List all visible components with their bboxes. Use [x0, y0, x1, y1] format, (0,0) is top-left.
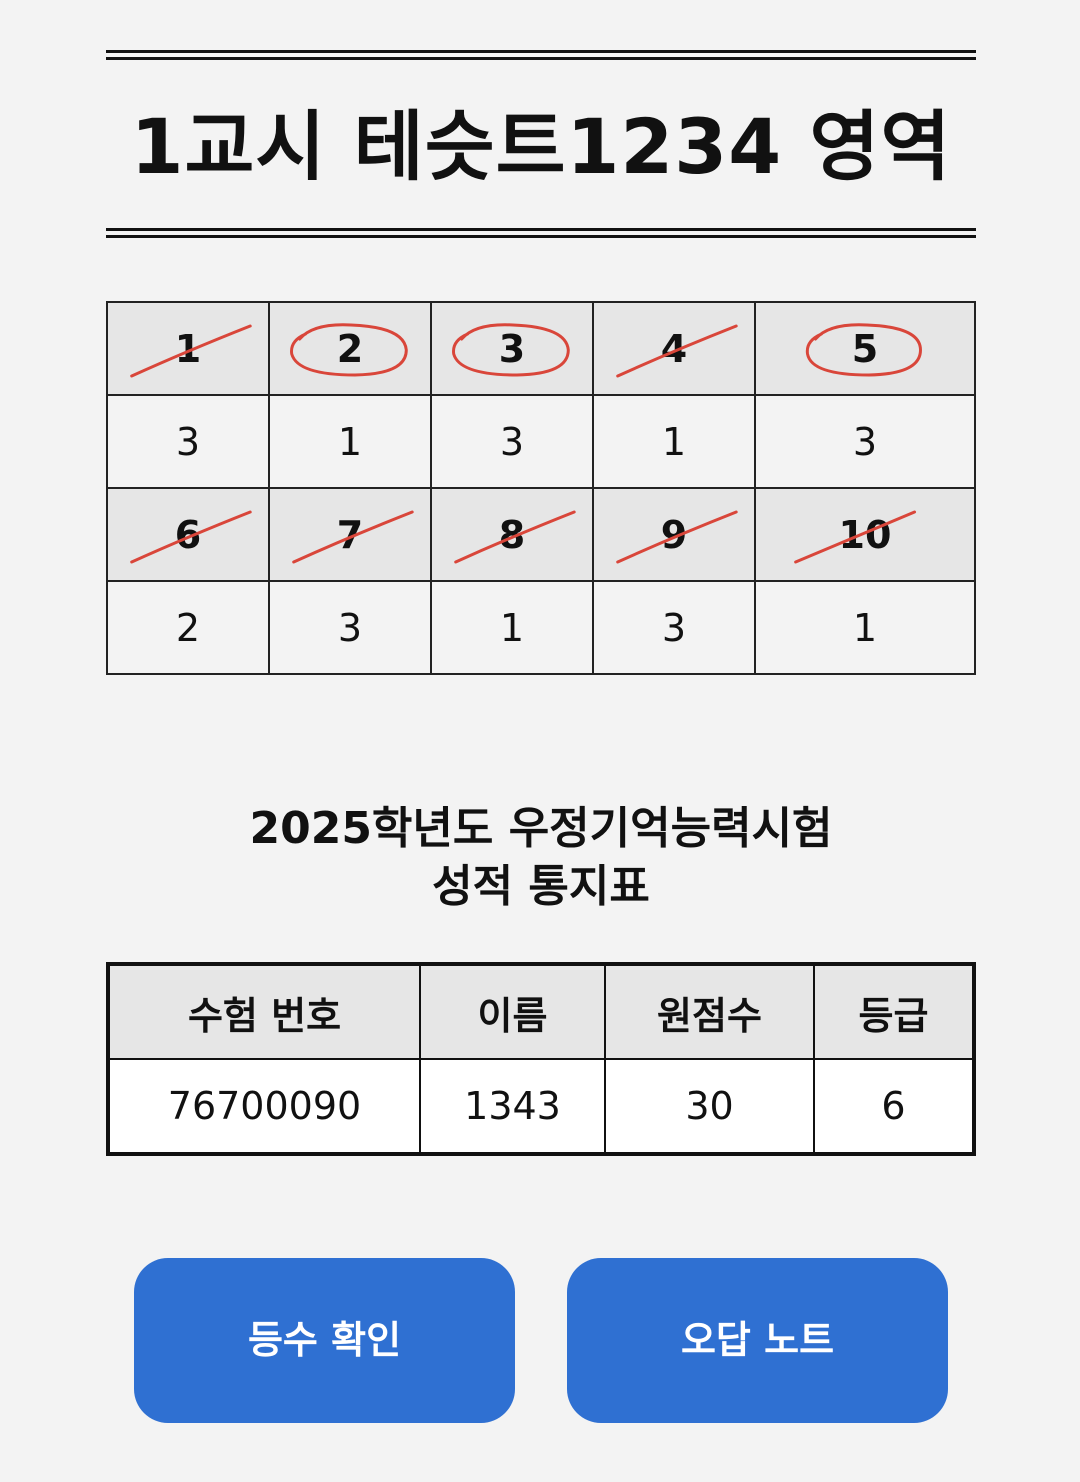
report-title-line-1: 2025학년도 우정기억능력시험 — [249, 803, 833, 854]
report-title-line-2: 성적 통지표 — [432, 861, 650, 912]
raw-score-value: 30 — [604, 1058, 815, 1155]
answer-row-2: 2 3 1 3 1 — [106, 580, 976, 675]
title-bottom-rule-inner — [106, 235, 976, 238]
name-value: 1343 — [419, 1058, 606, 1155]
grade-value: 6 — [813, 1058, 975, 1155]
answer-cell: 1 — [754, 580, 976, 675]
score-table-header-row: 수험 번호 이름 원점수 등급 — [107, 963, 975, 1060]
page-title: 1교시 테슷트1234 영역 — [130, 102, 952, 191]
question-cell: 6 — [106, 487, 270, 582]
answer-cell: 2 — [106, 580, 270, 675]
exam-number-value: 76700090 — [107, 1058, 421, 1155]
exam-number-header: 수험 번호 — [107, 963, 421, 1060]
question-number: 5 — [851, 326, 879, 371]
wrong-answer-note-button[interactable]: 오답 노트 — [567, 1258, 948, 1423]
answer-cell: 1 — [430, 580, 594, 675]
question-number: 7 — [336, 512, 364, 557]
answer-grid: 1 2 3 4 5 3 1 3 1 3 6 7 — [106, 301, 976, 675]
answer-cell: 3 — [106, 394, 270, 489]
question-number: 3 — [498, 326, 526, 371]
question-cell: 1 — [106, 301, 270, 396]
question-number-row-2: 6 7 8 9 10 — [106, 487, 976, 582]
question-cell: 7 — [268, 487, 432, 582]
question-cell: 10 — [754, 487, 976, 582]
question-number: 2 — [336, 326, 364, 371]
check-rank-button[interactable]: 등수 확인 — [134, 1258, 515, 1423]
question-cell: 2 — [268, 301, 432, 396]
answer-row-1: 3 1 3 1 3 — [106, 394, 976, 489]
title-top-rule-inner — [106, 57, 976, 60]
score-table-value-row: 76700090 1343 30 6 — [107, 1058, 975, 1155]
question-cell: 5 — [754, 301, 976, 396]
title-top-rule-outer — [106, 50, 976, 53]
question-number: 9 — [660, 512, 688, 557]
question-number: 8 — [498, 512, 526, 557]
raw-score-header: 원점수 — [604, 963, 815, 1060]
title-bottom-rule-outer — [106, 228, 976, 231]
grade-header: 등급 — [813, 963, 975, 1060]
answer-cell: 3 — [592, 580, 756, 675]
answer-cell: 3 — [754, 394, 976, 489]
question-number: 6 — [174, 512, 202, 557]
report-title: 2025학년도 우정기억능력시험 성적 통지표 — [106, 800, 976, 916]
question-number: 10 — [838, 512, 892, 557]
answer-cell: 1 — [268, 394, 432, 489]
answer-cell: 3 — [430, 394, 594, 489]
question-number: 4 — [660, 326, 688, 371]
question-cell: 9 — [592, 487, 756, 582]
question-cell: 4 — [592, 301, 756, 396]
answer-cell: 3 — [268, 580, 432, 675]
question-number-row-1: 1 2 3 4 5 — [106, 301, 976, 396]
score-table: 수험 번호 이름 원점수 등급 76700090 1343 30 6 — [106, 962, 976, 1156]
answer-cell: 1 — [592, 394, 756, 489]
question-cell: 8 — [430, 487, 594, 582]
question-cell: 3 — [430, 301, 594, 396]
name-header: 이름 — [419, 963, 606, 1060]
question-number: 1 — [174, 326, 202, 371]
